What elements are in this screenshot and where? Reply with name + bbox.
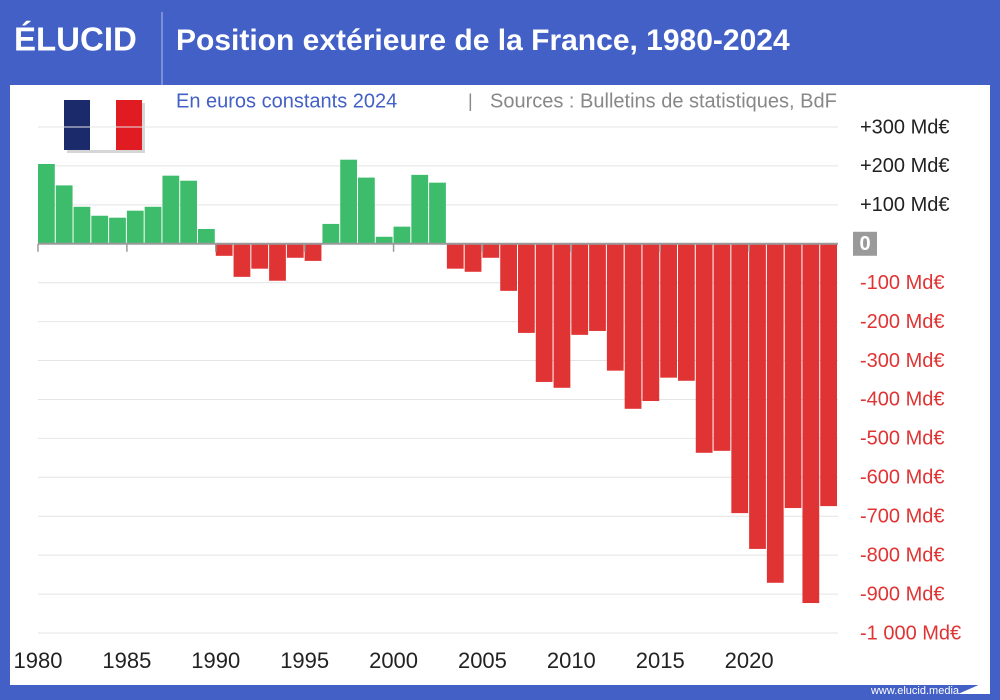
subtitle: En euros constants 2024 <box>176 90 397 112</box>
bar <box>91 215 109 244</box>
bar <box>749 243 766 549</box>
bar <box>642 243 660 402</box>
y-tick-label: 0 <box>859 233 870 255</box>
bar <box>322 223 340 244</box>
bar <box>446 243 464 269</box>
bar <box>695 243 713 453</box>
x-tick-label: 1985 <box>102 648 151 673</box>
y-tick-label: +100 Md€ <box>860 194 950 216</box>
brand: ÉLUCID <box>14 21 137 58</box>
bar <box>802 243 820 604</box>
y-tick-label: -900 Md€ <box>860 583 945 605</box>
bar <box>482 243 500 258</box>
bar <box>304 243 322 261</box>
bar <box>678 243 695 381</box>
bar <box>198 228 215 244</box>
y-tick-label: -700 Md€ <box>860 506 945 528</box>
y-tick-label: -1 000 Md€ <box>860 622 961 644</box>
zero-label-box <box>853 231 877 256</box>
bar <box>624 243 642 409</box>
y-tick-label: -400 Md€ <box>860 389 945 411</box>
x-tick-label: 2015 <box>636 648 685 673</box>
y-tick-label: -200 Md€ <box>860 311 945 333</box>
bar <box>162 175 180 244</box>
x-tick-label: 2020 <box>725 648 774 673</box>
bar <box>713 243 731 451</box>
bar <box>375 236 393 244</box>
bar <box>215 243 233 256</box>
bar <box>535 243 553 382</box>
bar <box>411 174 429 244</box>
y-tick-label: +200 Md€ <box>860 155 950 177</box>
plot-background <box>10 85 990 685</box>
bar <box>340 159 357 244</box>
x-tick-label: 2010 <box>547 648 596 673</box>
x-tick-label: 2000 <box>369 648 418 673</box>
bar <box>571 243 589 335</box>
bar <box>109 217 126 244</box>
flag <box>64 100 145 153</box>
y-tick-label: -600 Md€ <box>860 467 945 489</box>
bar <box>784 243 802 509</box>
bar <box>589 243 606 331</box>
bar <box>180 180 197 244</box>
x-tick-label: 1980 <box>14 648 63 673</box>
bar <box>393 226 411 244</box>
source: Sources : Bulletins de statistiques, BdF <box>490 90 837 112</box>
footer-logo <box>958 680 990 694</box>
bar <box>518 243 535 333</box>
y-tick-label: -800 Md€ <box>860 544 945 566</box>
footer-url: www.elucid.media <box>870 685 960 697</box>
bar <box>358 177 375 244</box>
bar <box>73 206 91 244</box>
x-tick-label: 1990 <box>191 648 240 673</box>
bar <box>731 243 749 514</box>
bar <box>464 243 482 272</box>
bar <box>269 243 286 281</box>
separator: | <box>468 91 473 111</box>
y-tick-label: -300 Md€ <box>860 350 945 372</box>
bar <box>606 243 624 371</box>
bar <box>766 243 784 583</box>
bar <box>500 243 517 291</box>
bar <box>126 210 144 244</box>
bar <box>820 243 837 507</box>
bar <box>55 185 73 244</box>
x-tick-label: 2005 <box>458 648 507 673</box>
y-tick-label: +300 Md€ <box>860 116 950 138</box>
bar <box>38 163 55 244</box>
y-tick-label: -500 Md€ <box>860 428 945 450</box>
bar <box>144 206 162 244</box>
chart-title: Position extérieure de la France, 1980-2… <box>176 24 790 57</box>
bar <box>660 243 677 378</box>
bar <box>286 243 304 258</box>
y-tick-label: -100 Md€ <box>860 272 945 294</box>
bar <box>553 243 571 388</box>
bar <box>233 243 251 277</box>
bar <box>429 182 446 244</box>
x-tick-label: 1995 <box>280 648 329 673</box>
bar <box>251 243 269 269</box>
